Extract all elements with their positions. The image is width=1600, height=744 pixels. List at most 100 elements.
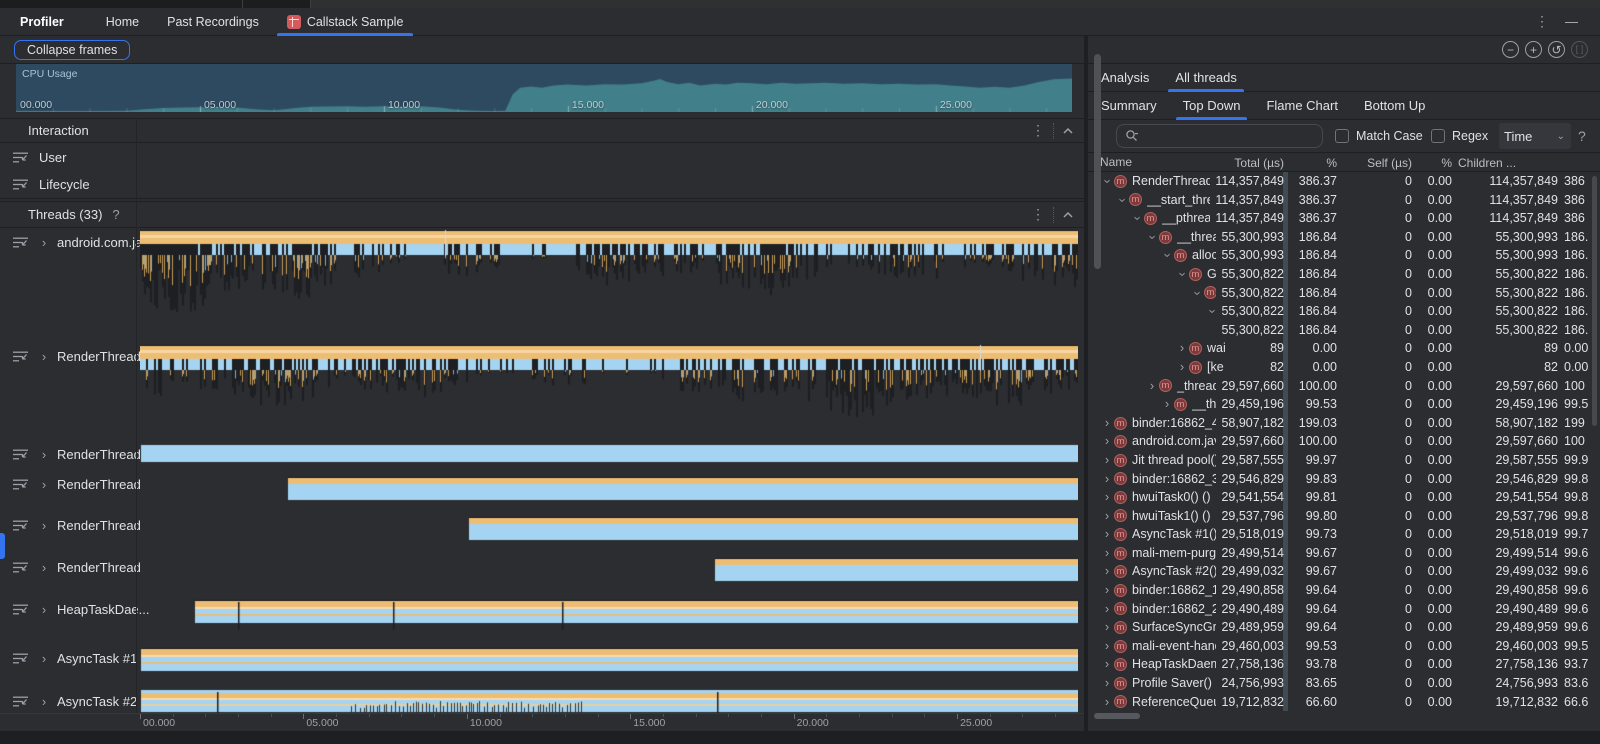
chevron-collapsed-icon[interactable]: › bbox=[1149, 377, 1155, 393]
thread-track[interactable] bbox=[140, 643, 1078, 684]
col-header[interactable] bbox=[1558, 153, 1594, 171]
col-header[interactable]: Total (µs) bbox=[1234, 156, 1284, 170]
table-row[interactable]: ›RenderThread() 114,357,849386.3700.0011… bbox=[1088, 172, 1600, 191]
column-scroll-strip[interactable] bbox=[1283, 172, 1288, 711]
table-row[interactable]: ›android.com.java29,597,660100.0000.0029… bbox=[1088, 432, 1600, 451]
bottom-timeline[interactable]: 00.000 05.000 10.000 15.000 20.000 25.000 bbox=[0, 713, 1084, 731]
thread-label[interactable]: › RenderThread bbox=[0, 558, 141, 576]
chevron-collapsed-icon[interactable]: › bbox=[1104, 600, 1110, 616]
table-row[interactable]: ›__thread29,459,19699.5300.0029,459,1969… bbox=[1088, 395, 1600, 414]
regex-option[interactable]: Regex bbox=[1431, 129, 1488, 143]
chevron-collapsed-icon[interactable]: › bbox=[1104, 470, 1110, 486]
col-header[interactable]: % bbox=[1326, 156, 1337, 170]
chevron-expanded-icon[interactable]: › bbox=[1160, 253, 1176, 258]
table-row[interactable]: ›__pthread_s114,357,849386.3700.00114,35… bbox=[1088, 209, 1600, 228]
chevron-collapsed-icon[interactable]: › bbox=[1104, 544, 1110, 560]
chevron-collapsed-icon[interactable]: › bbox=[1104, 526, 1110, 542]
chevron-collapsed-icon[interactable]: › bbox=[1104, 656, 1110, 672]
thread-track[interactable] bbox=[140, 228, 1078, 341]
thread-track[interactable] bbox=[140, 341, 1078, 441]
thread-label[interactable]: › AsyncTask #1 bbox=[0, 649, 137, 667]
chevron-collapsed-icon[interactable]: › bbox=[1179, 340, 1185, 356]
table-vertical-scrollbar[interactable] bbox=[1592, 176, 1597, 426]
threads-section-header[interactable]: Threads (33) ? ⋮ bbox=[0, 201, 1084, 228]
collapse-frames-button[interactable]: Collapse frames bbox=[14, 39, 131, 60]
thread-label[interactable]: › android.com.ja... bbox=[0, 233, 153, 251]
tab-callstack-sample[interactable]: Callstack Sample bbox=[273, 8, 418, 36]
thread-track[interactable] bbox=[140, 595, 1078, 643]
table-row[interactable]: ›Jit thread pool()29,587,55599.9700.0029… bbox=[1088, 450, 1600, 470]
table-row[interactable]: ›binder:16862_1()29,490,85899.6400.0029,… bbox=[1088, 581, 1600, 600]
threads-kebab-icon[interactable]: ⋮ bbox=[1031, 206, 1045, 222]
interaction-section-header[interactable]: Interaction ⋮ bbox=[0, 118, 1084, 143]
tabbar-kebab-icon[interactable]: ⋮ bbox=[1535, 13, 1549, 29]
thread-label[interactable]: › RenderThread bbox=[0, 445, 141, 463]
thread-track[interactable] bbox=[140, 551, 1078, 595]
reset-zoom-icon[interactable]: ↺ bbox=[1548, 41, 1565, 58]
thread-label[interactable]: › RenderThread bbox=[0, 516, 141, 534]
interaction-collapse-icon[interactable] bbox=[1062, 127, 1074, 135]
chevron-expanded-icon[interactable]: › bbox=[1115, 197, 1131, 203]
chevron-collapsed-icon[interactable]: › bbox=[1104, 693, 1110, 709]
subtab-flame-chart[interactable]: Flame Chart bbox=[1253, 92, 1351, 120]
table-row[interactable]: ›__thread55,300,993186.8400.0055,300,993… bbox=[1088, 227, 1600, 247]
tab-all-threads[interactable]: All threads bbox=[1162, 64, 1249, 92]
search-box[interactable] bbox=[1116, 124, 1323, 148]
match-case-checkbox[interactable] bbox=[1335, 129, 1349, 143]
frame-selection-icon[interactable]: [ ] bbox=[1571, 41, 1588, 58]
time-dropdown[interactable]: Time ⌄ bbox=[1499, 123, 1571, 149]
interaction-row-user[interactable]: User bbox=[0, 143, 1084, 171]
thread-track[interactable] bbox=[140, 684, 1078, 713]
table-row[interactable]: 55,300,822 186.84 0 0.00 55,300,822 186. bbox=[1088, 320, 1600, 340]
table-row[interactable]: ›HeapTaskDaemo27,758,13693.7800.0027,758… bbox=[1088, 655, 1600, 675]
chevron-collapsed-icon[interactable]: › bbox=[1104, 451, 1110, 467]
chevron-expanded-icon[interactable]: › bbox=[1130, 216, 1146, 221]
table-row[interactable]: ›binder:16862_2()29,490,48999.6400.0029,… bbox=[1088, 599, 1600, 619]
chevron-collapsed-icon[interactable]: › bbox=[1104, 414, 1110, 430]
table-row[interactable]: ›_threadL29,597,660100.0000.0029,597,660… bbox=[1088, 376, 1600, 396]
threads-collapse-icon[interactable] bbox=[1062, 211, 1074, 219]
table-row[interactable]: ›SurfaceSyncGrou29,489,95999.6400.0029,4… bbox=[1088, 618, 1600, 637]
col-header-name[interactable]: Name bbox=[1100, 155, 1133, 169]
chevron-collapsed-icon[interactable]: › bbox=[1104, 489, 1110, 505]
chevron-collapsed-icon[interactable]: › bbox=[1104, 563, 1110, 579]
table-row[interactable]: ›__start_thread114,357,849386.3700.00114… bbox=[1088, 190, 1600, 210]
table-header[interactable]: Name Total (µs)% Self (µs)% Children ... bbox=[1088, 152, 1600, 172]
subtab-summary[interactable]: Summary bbox=[1088, 92, 1170, 120]
table-row[interactable]: ›hwuiTask1() ()29,537,79699.8000.0029,53… bbox=[1088, 506, 1600, 526]
chevron-collapsed-icon[interactable]: › bbox=[1179, 358, 1185, 374]
thread-track[interactable] bbox=[140, 470, 1078, 511]
thread-label[interactable]: › RenderThread bbox=[0, 475, 141, 493]
regex-checkbox[interactable] bbox=[1431, 129, 1445, 143]
threads-help-icon[interactable]: ? bbox=[112, 207, 120, 222]
table-row[interactable]: ›AsyncTask #1() (29,518,01999.7300.0029,… bbox=[1088, 525, 1600, 544]
subtab-top-down[interactable]: Top Down bbox=[1170, 92, 1254, 120]
help-icon[interactable]: ? bbox=[1578, 128, 1586, 144]
subtab-bottom-up[interactable]: Bottom Up bbox=[1351, 92, 1438, 120]
thread-label[interactable]: › RenderThread bbox=[0, 347, 141, 365]
tab-home[interactable]: Home bbox=[92, 8, 153, 36]
vertical-scrollbar-thumb[interactable] bbox=[1094, 54, 1101, 269]
chevron-expanded-icon[interactable]: › bbox=[1100, 179, 1116, 184]
table-row[interactable]: ›binder:16862_4()58,907,182199.0300.0058… bbox=[1088, 413, 1600, 433]
table-horizontal-scrollbar[interactable] bbox=[1094, 713, 1140, 719]
zoom-in-icon[interactable]: + bbox=[1525, 41, 1542, 58]
chevron-expanded-icon[interactable]: › bbox=[1175, 272, 1191, 277]
col-header[interactable]: % bbox=[1441, 156, 1452, 170]
thread-track[interactable] bbox=[140, 441, 1078, 470]
chevron-expanded-icon[interactable]: › bbox=[1190, 290, 1206, 296]
table-row[interactable]: ›mali-event-hand29,460,00399.5300.0029,4… bbox=[1088, 636, 1600, 656]
tab-past-recordings[interactable]: Past Recordings bbox=[153, 8, 273, 36]
thread-label[interactable]: › AsyncTask #2 bbox=[0, 692, 137, 710]
table-row[interactable]: ›hwuiTask0() ()29,541,55499.8100.0029,54… bbox=[1088, 488, 1600, 507]
interaction-kebab-icon[interactable]: ⋮ bbox=[1031, 122, 1045, 138]
table-row[interactable]: ›alloca55,300,993186.8400.0055,300,99318… bbox=[1088, 246, 1600, 265]
chevron-collapsed-icon[interactable]: › bbox=[1104, 619, 1110, 635]
thread-track[interactable] bbox=[140, 511, 1078, 551]
table-row[interactable]: ›AsyncTask #2() (29,499,03299.6700.0029,… bbox=[1088, 562, 1600, 582]
minimize-icon[interactable]: — bbox=[1565, 14, 1578, 29]
